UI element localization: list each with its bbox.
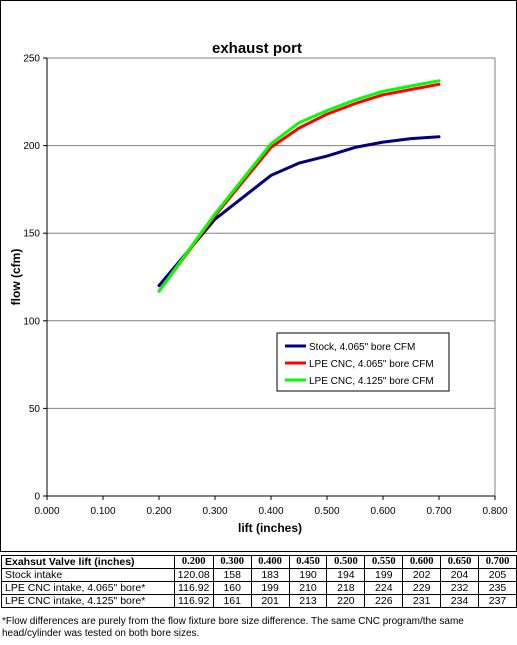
y-tick-label: 150 — [23, 229, 40, 240]
y-tick-label: 50 — [29, 404, 41, 415]
table-cell: 229 — [402, 581, 442, 595]
y-tick-label: 0 — [34, 492, 40, 503]
table-header-cell: 0.600 — [402, 555, 442, 569]
table-cell: 183 — [250, 568, 290, 582]
table-header-cell: 0.200 — [173, 555, 214, 569]
x-tick-label: 0.100 — [90, 506, 115, 517]
legend-label: Stock, 4.065" bore CFM — [309, 342, 415, 353]
table-cell: 205 — [478, 568, 517, 582]
table-cell: 158 — [212, 568, 252, 582]
x-tick-label: 0.700 — [426, 506, 451, 517]
table-cell: 210 — [288, 581, 328, 595]
table-row: LPE CNC intake, 4.065" bore* 116.92 160 199… — [1, 581, 517, 595]
table-header-cell: 0.500 — [326, 555, 366, 569]
x-tick-label: 0.400 — [258, 506, 283, 517]
footnote: *Flow differences are purely from the fl… — [2, 616, 464, 639]
table-header-label: Exahsut Valve lift (inches) — [1, 555, 175, 569]
legend-label: LPE CNC, 4.125" bore CFM — [309, 376, 434, 387]
table-cell: 201 — [250, 594, 290, 608]
table-cell: 116.92 — [173, 581, 214, 595]
series-line-1 — [157, 135, 441, 288]
x-axis-label: lift (inches) — [238, 521, 302, 535]
table-cell: 202 — [402, 568, 442, 582]
axes: 0 50 100 150 200 250 0.000 0.100 0.200 0.300 0.400… — [23, 54, 508, 518]
table-row-label: Stock intake — [1, 568, 175, 582]
table-row: Stock intake 120.08 158 183 190 194 199 202 204 2… — [1, 568, 517, 582]
flow-chart: exhaust port 0 50 100 150 200 250 0.000 0.100 0.… — [0, 0, 517, 552]
table-cell: 218 — [326, 581, 366, 595]
table-header-cell: 0.400 — [250, 555, 290, 569]
table-cell: 226 — [364, 594, 404, 608]
x-tick-label: 0.300 — [202, 506, 227, 517]
table-cell: 199 — [250, 581, 290, 595]
table-cell: 116.92 — [173, 594, 214, 608]
table-cell: 120.08 — [173, 568, 214, 582]
table-cell: 231 — [402, 594, 442, 608]
legend-label: LPE CNC, 4.065" bore CFM — [309, 359, 434, 370]
legend: Stock, 4.065" bore CFM LPE CNC, 4.065" bo… — [276, 332, 450, 392]
table-header-cell: 0.550 — [364, 555, 404, 569]
series-line-3 — [157, 79, 441, 293]
table-header-row: Exahsut Valve lift (inches) 0.200 0.300 0.… — [1, 555, 517, 569]
series-lines — [157, 79, 441, 293]
y-tick-label: 100 — [23, 316, 40, 327]
table-cell: 204 — [440, 568, 480, 582]
chart-area — [0, 0, 517, 552]
table-header-cell: 0.450 — [288, 555, 328, 569]
x-tick-label: 0.000 — [34, 506, 59, 517]
x-tick-label: 0.600 — [370, 506, 395, 517]
table-cell: 194 — [326, 568, 366, 582]
table-cell: 220 — [326, 594, 366, 608]
table-header-cell: 0.700 — [478, 555, 517, 569]
table-cell: 190 — [288, 568, 328, 582]
legend-items: Stock, 4.065" bore CFM LPE CNC, 4.065" bo… — [285, 342, 434, 387]
table-cell: 199 — [364, 568, 404, 582]
table-cell: 235 — [478, 581, 517, 595]
table-cell: 161 — [212, 594, 252, 608]
chart-title: exhaust port — [212, 40, 302, 57]
table-header-cell: 0.300 — [212, 555, 252, 569]
table-cell: 160 — [212, 581, 252, 595]
table-cell: 234 — [440, 594, 480, 608]
x-tick-label: 0.200 — [146, 506, 171, 517]
table-row-label: LPE CNC intake, 4.125" bore* — [1, 594, 175, 608]
y-tick-label: 250 — [23, 54, 40, 65]
table-header-cell: 0.650 — [440, 555, 480, 569]
data-table: Exahsut Valve lift (inches) 0.200 0.300 0.… — [1, 555, 517, 608]
y-tick-label: 200 — [23, 141, 40, 152]
y-axis-label: flow (cfm) — [9, 249, 23, 306]
table-row: LPE CNC intake, 4.125" bore* 116.92 161 201… — [1, 594, 517, 608]
x-tick-label: 0.500 — [314, 506, 339, 517]
table-row-label: LPE CNC intake, 4.065" bore* — [1, 581, 175, 595]
table-cell: 232 — [440, 581, 480, 595]
table-cell: 213 — [288, 594, 328, 608]
table-cell: 237 — [478, 594, 517, 608]
x-tick-label: 0.800 — [482, 506, 507, 517]
table-cell: 224 — [364, 581, 404, 595]
